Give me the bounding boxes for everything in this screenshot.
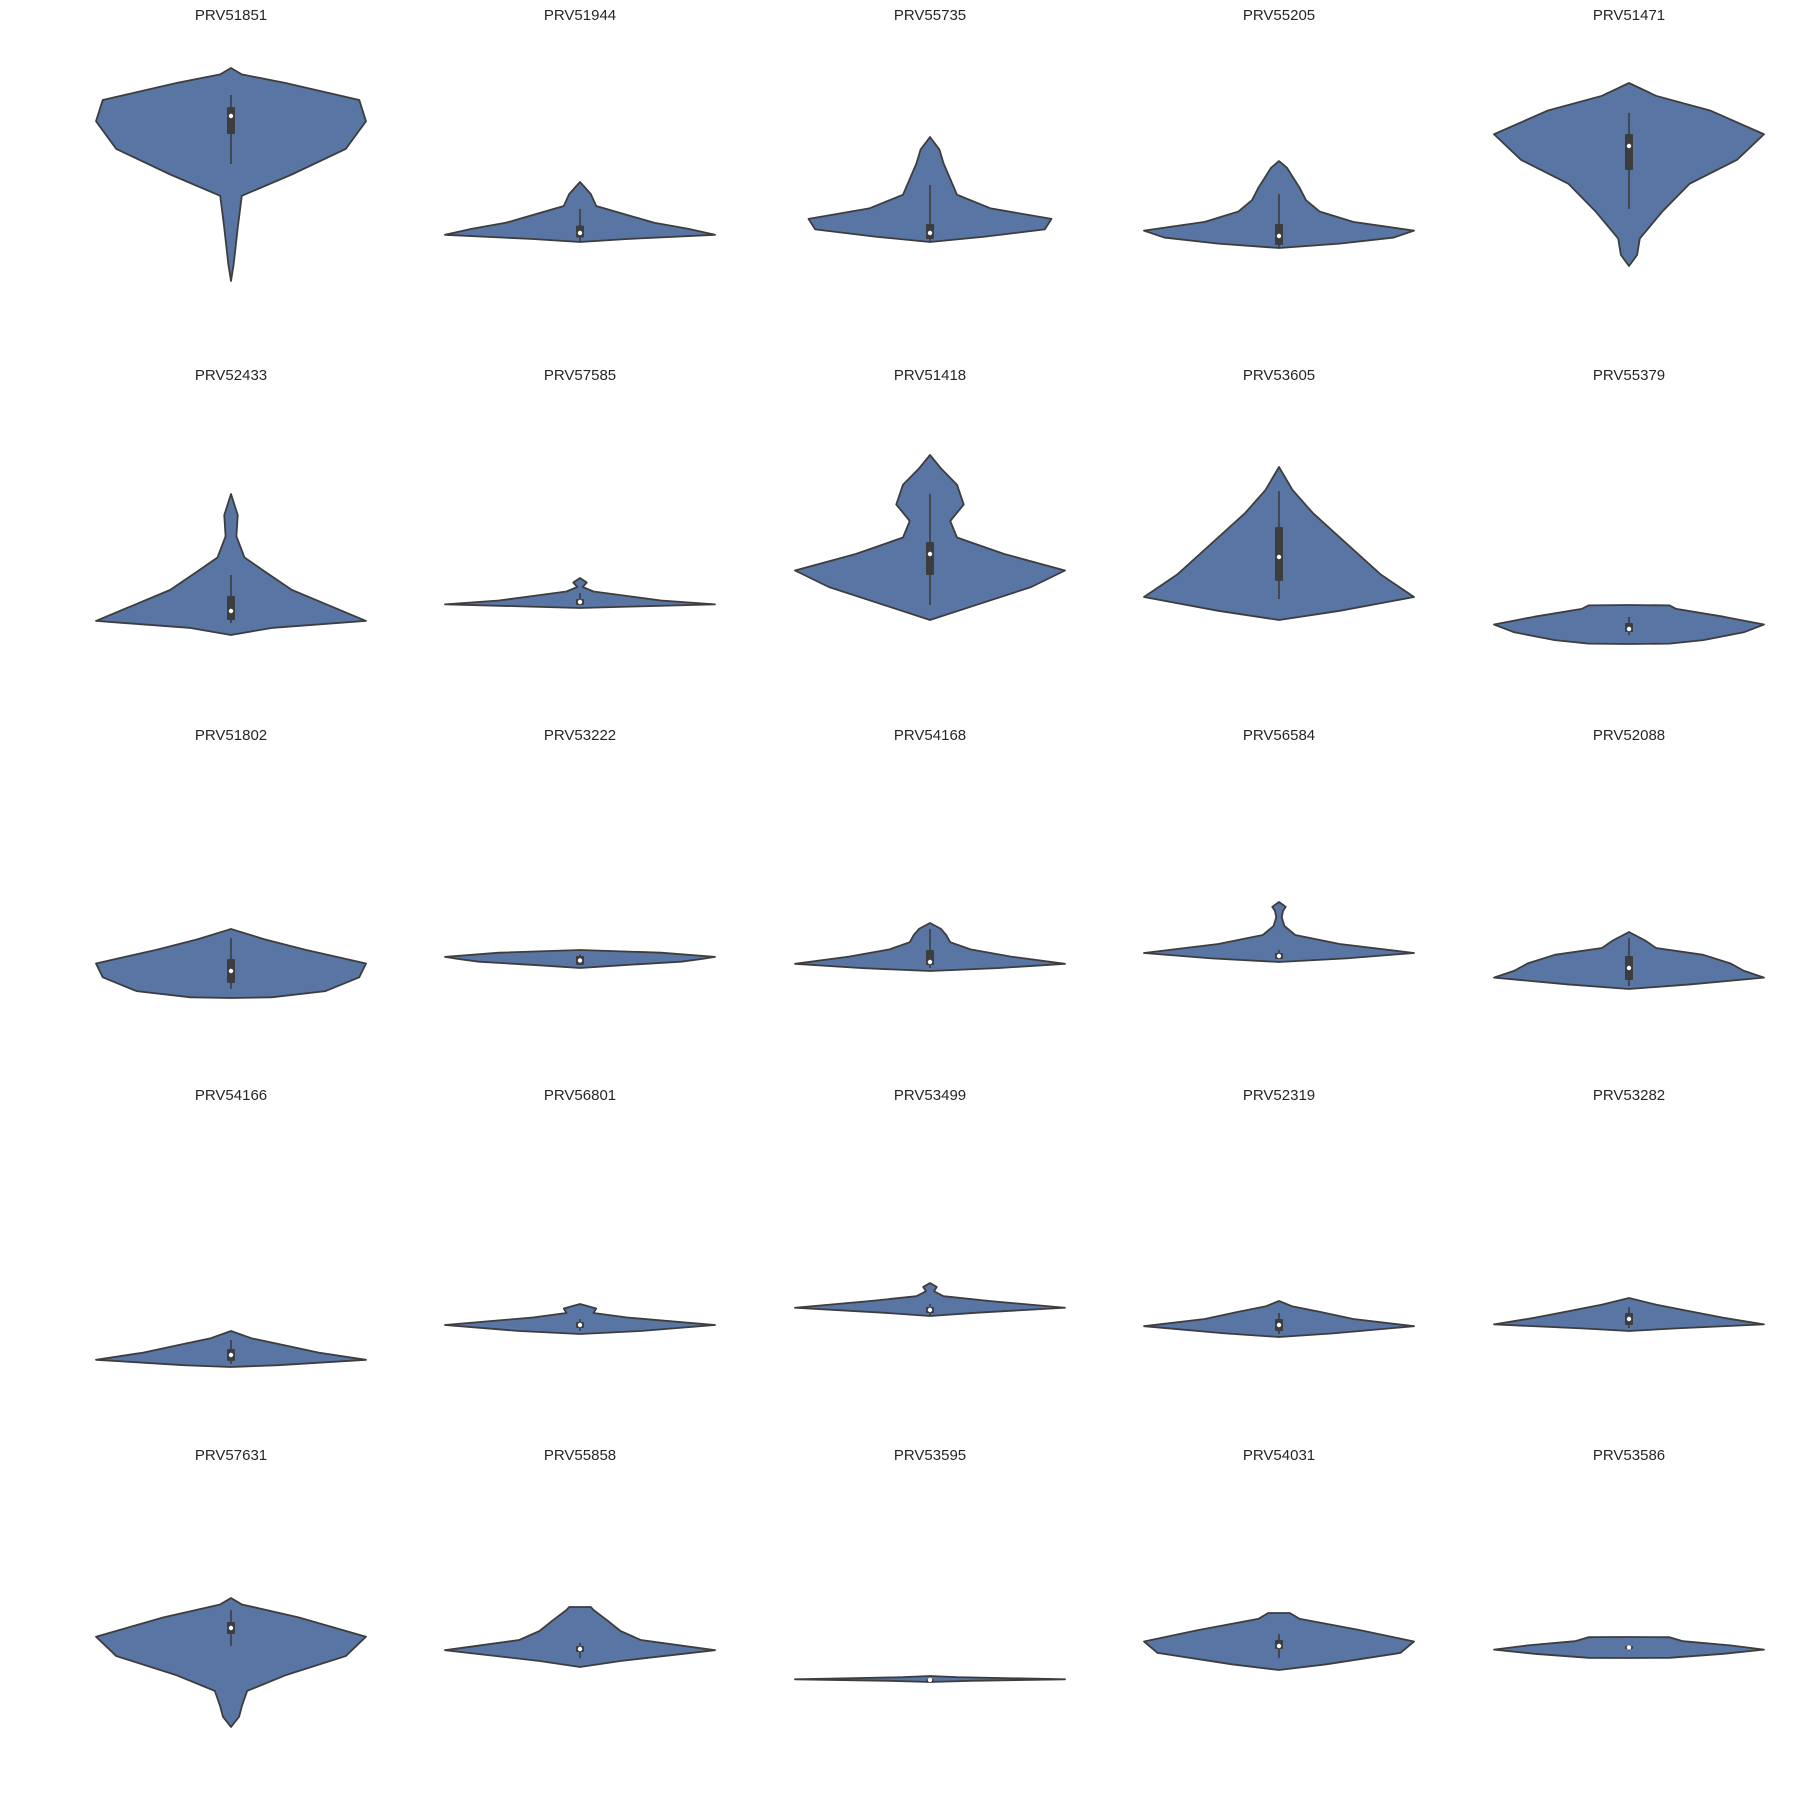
- panel-title: PRV53586: [1593, 1447, 1665, 1464]
- median-dot: [927, 959, 933, 965]
- panel-title: PRV52433: [195, 367, 267, 384]
- median-dot: [1276, 1643, 1282, 1649]
- violin-body: [1143, 901, 1415, 963]
- panel-title: PRV55858: [544, 1447, 616, 1464]
- panel-title: PRV53605: [1243, 367, 1315, 384]
- iqr-box: [1275, 527, 1283, 581]
- violin-panel: PRV51944: [444, 7, 716, 243]
- violin-panel: PRV52088: [1493, 727, 1765, 990]
- median-dot: [577, 1322, 583, 1328]
- violin-panel: PRV56584: [1143, 727, 1415, 963]
- median-dot: [1626, 1316, 1632, 1322]
- iqr-box: [926, 542, 934, 575]
- median-dot: [228, 608, 234, 614]
- median-dot: [1276, 1322, 1282, 1328]
- iqr-box: [227, 107, 235, 134]
- median-dot: [927, 1677, 933, 1683]
- violin-panel: PRV51418: [794, 367, 1066, 621]
- violin-panel: PRV57631: [95, 1447, 367, 1728]
- median-dot: [927, 230, 933, 236]
- violin-panel: PRV53499: [794, 1087, 1066, 1317]
- median-dot: [228, 1625, 234, 1631]
- violin-panel: PRV51471: [1493, 7, 1765, 267]
- panel-title: PRV56801: [544, 1087, 616, 1104]
- violin-body: [95, 1597, 367, 1728]
- violin-panel: PRV53586: [1493, 1447, 1765, 1659]
- median-dot: [228, 1352, 234, 1358]
- median-dot: [1276, 554, 1282, 560]
- panel-title: PRV54031: [1243, 1447, 1315, 1464]
- panel-title: PRV56584: [1243, 727, 1315, 744]
- violin-panel: PRV57585: [444, 367, 716, 609]
- violin-panel: PRV52433: [95, 367, 367, 636]
- panel-title: PRV57585: [544, 367, 616, 384]
- panel-title: PRV53499: [894, 1087, 966, 1104]
- median-dot: [228, 113, 234, 119]
- median-dot: [927, 1307, 933, 1313]
- violin-panel: PRV55379: [1493, 367, 1765, 645]
- iqr-box: [227, 596, 235, 620]
- violin-panel: PRV53222: [444, 727, 716, 969]
- violin-panel: PRV55205: [1143, 7, 1415, 249]
- panel-title: PRV57631: [195, 1447, 267, 1464]
- panel-title: PRV51944: [544, 7, 616, 24]
- violin-body: [95, 67, 367, 282]
- violin-body: [444, 1606, 716, 1668]
- panel-title: PRV53222: [544, 727, 616, 744]
- median-dot: [577, 599, 583, 605]
- panel-title: PRV53595: [894, 1447, 966, 1464]
- panel-title: PRV53282: [1593, 1087, 1665, 1104]
- panel-title: PRV54168: [894, 727, 966, 744]
- panel-title: PRV51418: [894, 367, 966, 384]
- violin-panel: PRV55858: [444, 1447, 716, 1668]
- violin-panel: PRV54168: [794, 727, 1066, 972]
- panel-title: PRV54166: [195, 1087, 267, 1104]
- violin-panel: PRV54166: [95, 1087, 367, 1368]
- panel-title: PRV51802: [195, 727, 267, 744]
- median-dot: [228, 968, 234, 974]
- panel-title: PRV55735: [894, 7, 966, 24]
- violin-body: [794, 1282, 1066, 1317]
- median-dot: [1276, 953, 1282, 959]
- median-dot: [1626, 965, 1632, 971]
- median-dot: [1626, 626, 1632, 632]
- violin-panel: PRV52319: [1143, 1087, 1415, 1338]
- violin-panel: PRV56801: [444, 1087, 716, 1335]
- median-dot: [577, 230, 583, 236]
- panel-title: PRV51851: [195, 7, 267, 24]
- violin-panel: PRV54031: [1143, 1447, 1415, 1671]
- panel-title: PRV55205: [1243, 7, 1315, 24]
- median-dot: [1626, 1645, 1632, 1650]
- median-dot: [1626, 143, 1632, 149]
- panel-title: PRV52319: [1243, 1087, 1315, 1104]
- violin-panel: PRV53595: [794, 1447, 1066, 1683]
- median-dot: [577, 958, 583, 963]
- panel-title: PRV55379: [1593, 367, 1665, 384]
- median-dot: [927, 551, 933, 557]
- iqr-box: [1625, 134, 1633, 170]
- violin-panel: PRV55735: [807, 7, 1053, 243]
- median-dot: [1276, 233, 1282, 239]
- violin-body: [95, 493, 367, 636]
- median-dot: [577, 1646, 583, 1652]
- violin-panel: PRV51851: [95, 7, 367, 282]
- panel-title: PRV51471: [1593, 7, 1665, 24]
- violin-panel: PRV51802: [95, 727, 367, 999]
- violin-panel: PRV53605: [1143, 367, 1415, 621]
- panel-title: PRV52088: [1593, 727, 1665, 744]
- violin-panel: PRV53282: [1493, 1087, 1765, 1332]
